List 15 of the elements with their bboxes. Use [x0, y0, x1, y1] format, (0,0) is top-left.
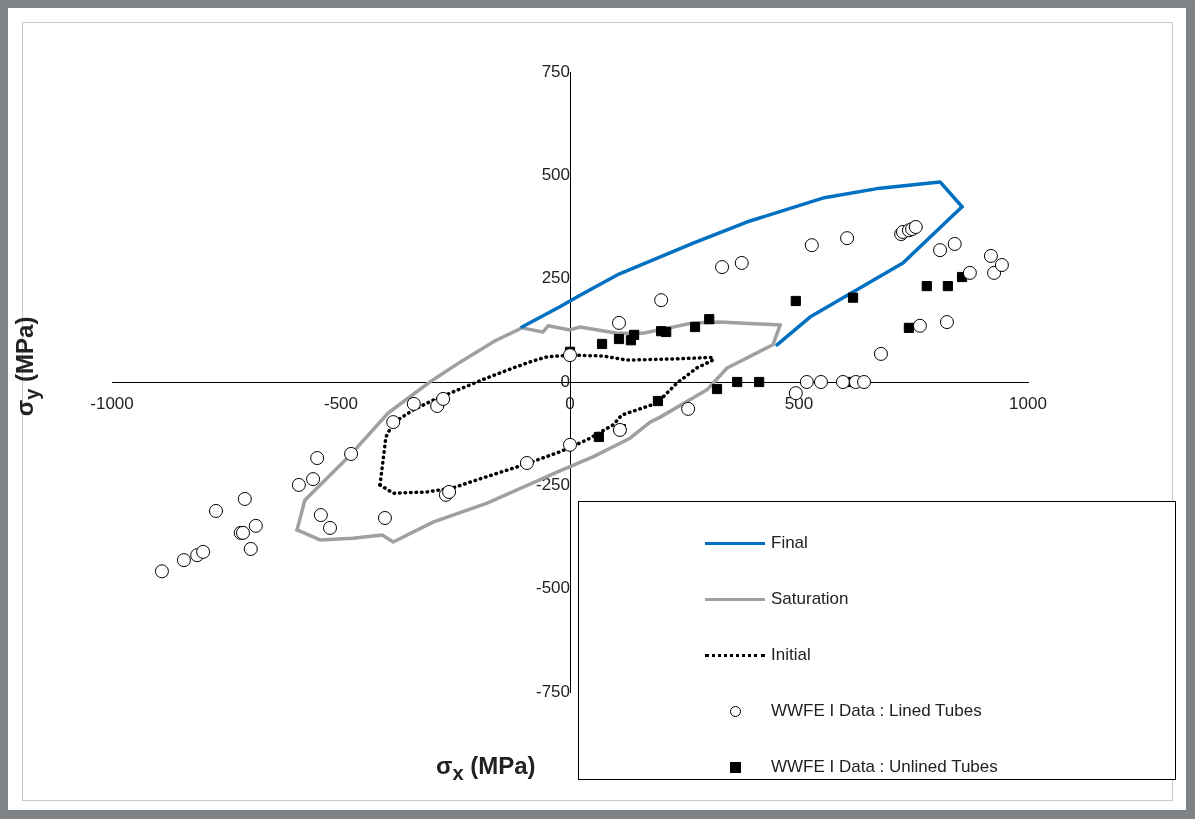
- x-axis-title: σ$_{x}$ (MPa): [436, 752, 536, 785]
- y-tick-label: -500: [535, 578, 570, 598]
- legend-label: Saturation: [771, 589, 849, 609]
- y-tick-label: 250: [541, 268, 570, 288]
- legend-label: Initial: [771, 645, 811, 665]
- x-tick-label: -1000: [90, 393, 134, 413]
- x-tick-label: -500: [323, 393, 359, 413]
- y-tick-label: -750: [535, 681, 570, 701]
- x-tick-label: 1000: [1009, 393, 1047, 413]
- legend-label: WWFE I Data : Unlined Tubes: [771, 757, 998, 777]
- legend-label: WWFE I Data : Lined Tubes: [771, 701, 982, 721]
- y-tick-label: 750: [541, 61, 570, 81]
- y-tick-label: -250: [535, 475, 570, 495]
- legend-label: Final: [771, 533, 808, 553]
- y-tick-label: 500: [541, 165, 570, 185]
